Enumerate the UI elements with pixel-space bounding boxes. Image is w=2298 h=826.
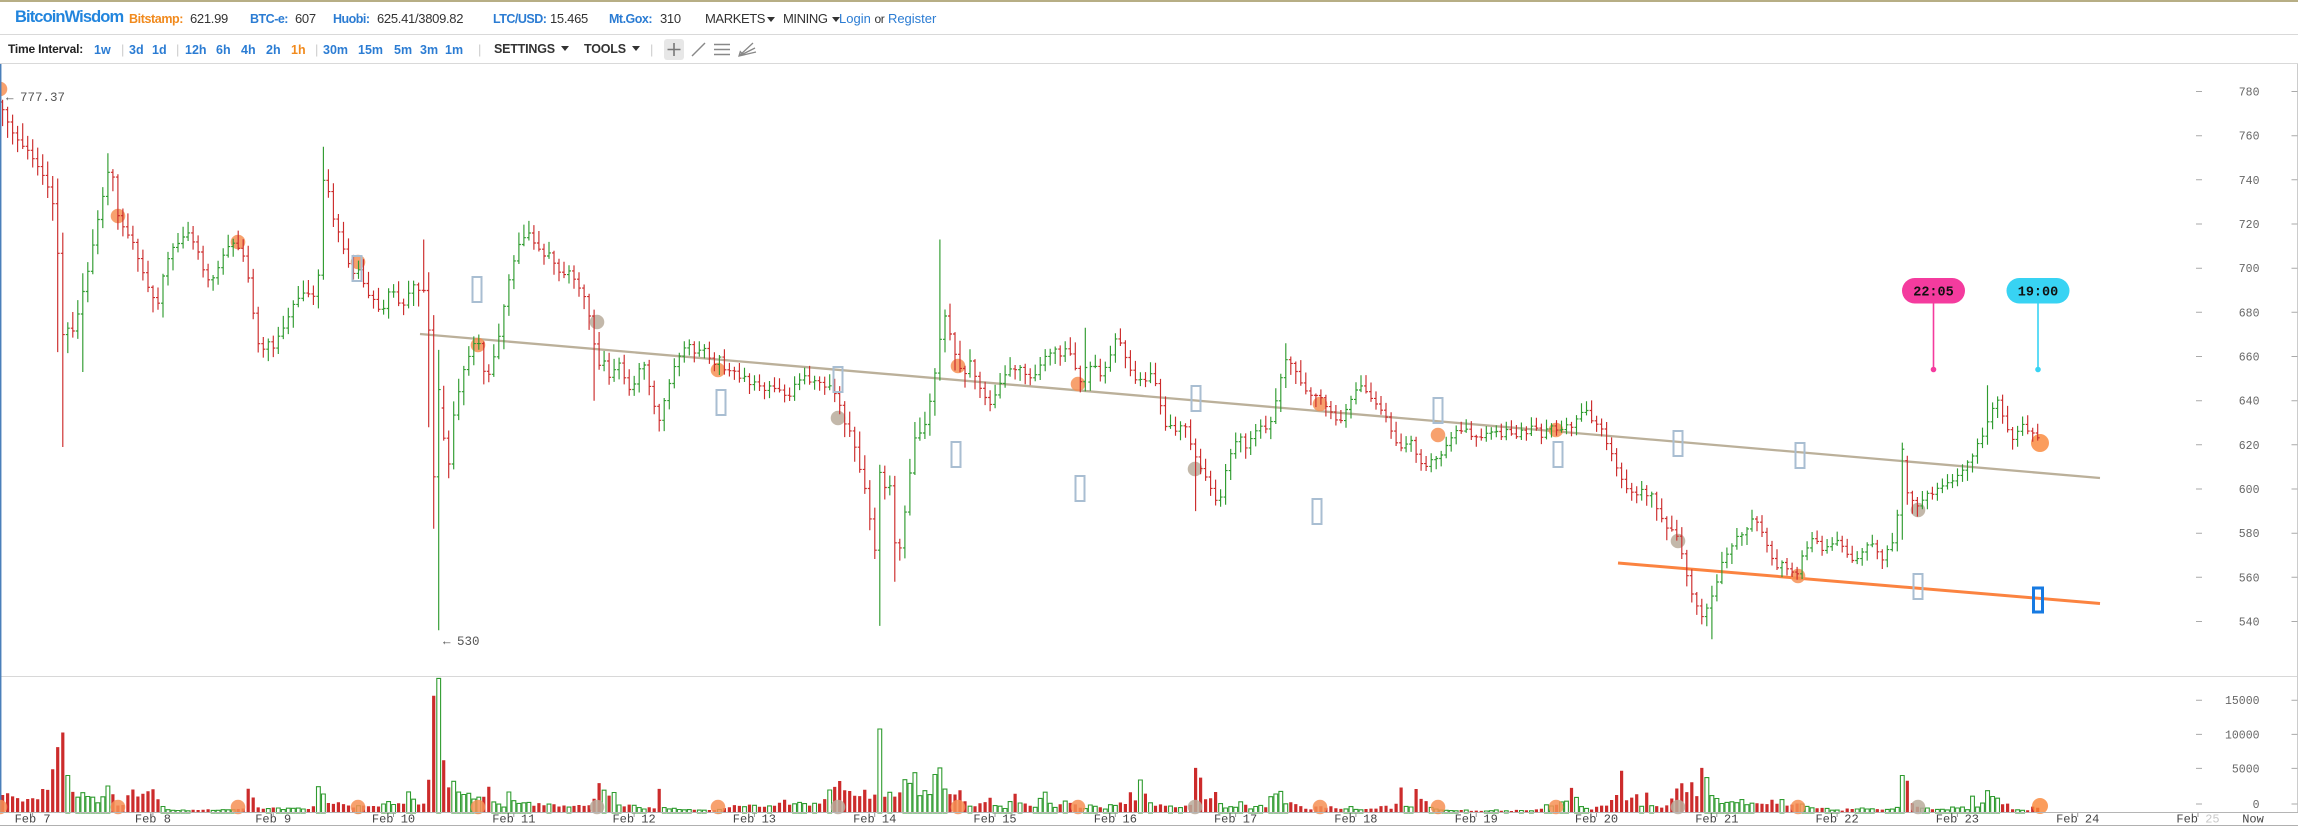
svg-text:0: 0 (2253, 799, 2260, 812)
svg-text:Feb 18: Feb 18 (1334, 813, 1377, 826)
svg-text:760: 760 (2239, 131, 2260, 144)
svg-text:←: ← (443, 635, 451, 649)
svg-text:540: 540 (2239, 617, 2260, 630)
svg-text:19:00: 19:00 (2018, 286, 2059, 301)
svg-text:Feb 13: Feb 13 (733, 813, 776, 826)
svg-text:Feb 10: Feb 10 (372, 813, 415, 826)
svg-text:530: 530 (457, 635, 480, 649)
svg-text:Feb 23: Feb 23 (1936, 813, 1979, 826)
svg-text:←: ← (6, 91, 14, 105)
svg-text:10000: 10000 (2225, 729, 2260, 742)
svg-text:740: 740 (2239, 175, 2260, 188)
svg-text:580: 580 (2239, 528, 2260, 541)
svg-text:Feb 22: Feb 22 (1815, 813, 1858, 826)
svg-text:15000: 15000 (2225, 695, 2260, 708)
svg-text:680: 680 (2239, 307, 2260, 320)
svg-text:640: 640 (2239, 396, 2260, 409)
svg-text:Feb 9: Feb 9 (255, 813, 291, 826)
svg-text:Feb 16: Feb 16 (1094, 813, 1137, 826)
svg-text:620: 620 (2239, 440, 2260, 453)
svg-text:Feb 19: Feb 19 (1455, 813, 1498, 826)
svg-text:560: 560 (2239, 572, 2260, 585)
svg-text:Feb 21: Feb 21 (1695, 813, 1738, 826)
svg-text:777.37: 777.37 (20, 91, 65, 105)
svg-text:700: 700 (2239, 263, 2260, 276)
svg-text:Now: Now (2242, 813, 2264, 826)
svg-text:Feb 7: Feb 7 (15, 813, 51, 826)
svg-text:Feb 15: Feb 15 (973, 813, 1016, 826)
svg-text:660: 660 (2239, 352, 2260, 365)
svg-text:Feb 24: Feb 24 (2056, 813, 2099, 826)
svg-text:780: 780 (2239, 87, 2260, 100)
svg-text:22:05: 22:05 (1913, 286, 1954, 301)
svg-text:Feb 11: Feb 11 (492, 813, 535, 826)
svg-text:5000: 5000 (2232, 763, 2260, 776)
svg-text:720: 720 (2239, 219, 2260, 232)
svg-text:Feb 17: Feb 17 (1214, 813, 1257, 826)
svg-text:Feb 12: Feb 12 (612, 813, 655, 826)
svg-text:600: 600 (2239, 484, 2260, 497)
svg-text:Feb 8: Feb 8 (135, 813, 171, 826)
svg-text:Feb 14: Feb 14 (853, 813, 896, 826)
svg-text:Feb 20: Feb 20 (1575, 813, 1618, 826)
